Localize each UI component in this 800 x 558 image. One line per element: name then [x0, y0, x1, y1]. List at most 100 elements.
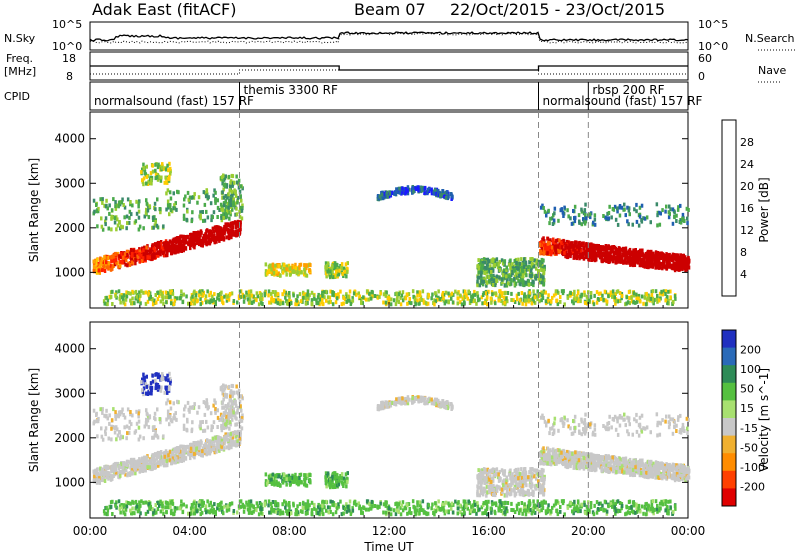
velocity-cell	[147, 419, 150, 423]
power-cell	[681, 217, 684, 221]
power-cell	[256, 291, 259, 295]
power-cell	[525, 302, 528, 306]
power-cell	[274, 293, 277, 297]
power-cell	[520, 257, 523, 261]
power-cell	[223, 203, 226, 207]
power-cell	[236, 233, 239, 237]
power-cell	[115, 227, 118, 231]
power-cell	[633, 291, 636, 295]
power-cell	[446, 190, 449, 194]
power-cell	[309, 263, 312, 267]
power-cell	[170, 197, 173, 201]
power-cell	[105, 216, 108, 220]
power-cell	[652, 297, 655, 301]
power-cell	[411, 186, 414, 190]
velocity-cell	[114, 431, 117, 435]
power-cell	[198, 294, 201, 298]
power-cell	[499, 289, 502, 293]
power-cell	[532, 280, 535, 284]
power-cell	[225, 235, 228, 239]
power-cell	[486, 295, 489, 299]
power-cell	[545, 291, 548, 295]
power-cell	[169, 295, 172, 299]
velocity-cell	[95, 413, 98, 417]
power-cell	[249, 294, 252, 298]
power-cell	[674, 294, 677, 298]
power-cell	[101, 201, 104, 205]
power-cell	[236, 212, 239, 216]
power-cell	[189, 196, 192, 200]
power-cell	[290, 301, 293, 305]
power-cell	[430, 296, 433, 300]
power-cell	[114, 252, 117, 256]
power-cell	[510, 292, 513, 296]
power-cell	[634, 301, 637, 305]
power-cell	[503, 301, 506, 305]
power-cell	[569, 291, 572, 295]
power-cell	[608, 205, 611, 209]
velocity-cell	[196, 411, 199, 415]
velocity-cell	[195, 447, 198, 451]
power-cell	[150, 178, 153, 182]
power-cell	[619, 214, 622, 218]
power-cell	[146, 165, 149, 169]
power-cell	[597, 249, 600, 253]
velocity-cell	[105, 426, 108, 430]
power-cell	[205, 194, 208, 198]
power-cell	[628, 209, 631, 213]
power-cell	[332, 302, 335, 306]
power-cell	[572, 247, 575, 251]
power-cell	[600, 257, 603, 261]
power-cell	[112, 197, 115, 201]
power-cell	[525, 281, 528, 285]
power-cell	[110, 255, 113, 259]
power-cell	[468, 290, 471, 294]
power-cell	[648, 250, 651, 254]
velocity-cell	[139, 470, 142, 474]
velocity-cell	[193, 455, 196, 459]
power-cell	[615, 247, 618, 251]
power-cell	[298, 266, 301, 270]
power-cell	[130, 212, 133, 216]
power-cell	[513, 277, 516, 281]
power-cell	[252, 300, 255, 304]
power-cell	[680, 253, 683, 257]
power-cell	[268, 301, 271, 305]
velocity-cell	[193, 442, 196, 446]
velocity-cell	[146, 460, 149, 464]
power-cell	[584, 208, 587, 212]
power-cell	[173, 302, 176, 306]
velocity-cell	[123, 425, 126, 429]
power-cell	[165, 300, 168, 304]
power-cell	[594, 244, 597, 248]
power-cell	[207, 215, 210, 219]
velocity-cell	[118, 430, 121, 434]
power-cell	[683, 263, 686, 267]
velocity-cell	[150, 388, 153, 392]
power-cell	[667, 290, 670, 294]
power-cell	[412, 190, 415, 194]
power-cell	[205, 210, 208, 214]
power-cell	[161, 162, 164, 166]
power-cell	[484, 271, 487, 275]
power-cell	[511, 262, 513, 266]
power-cell	[457, 297, 460, 301]
power-cell	[93, 210, 96, 214]
power-cell	[675, 219, 678, 223]
power-cell	[145, 198, 148, 202]
power-cell	[228, 175, 231, 179]
velocity-cell	[110, 427, 113, 431]
power-cell	[337, 292, 340, 296]
power-cell	[235, 207, 238, 211]
power-cell	[590, 258, 593, 262]
power-cell	[131, 261, 134, 265]
velocity-cell	[104, 479, 107, 483]
velocity-cell	[212, 425, 215, 429]
velocity-cell	[168, 387, 171, 391]
velocity-cell	[119, 474, 122, 478]
power-cell	[283, 289, 286, 293]
power-cell	[640, 261, 643, 265]
power-cell	[146, 202, 149, 206]
power-cell	[412, 289, 415, 293]
power-cell	[193, 242, 196, 246]
